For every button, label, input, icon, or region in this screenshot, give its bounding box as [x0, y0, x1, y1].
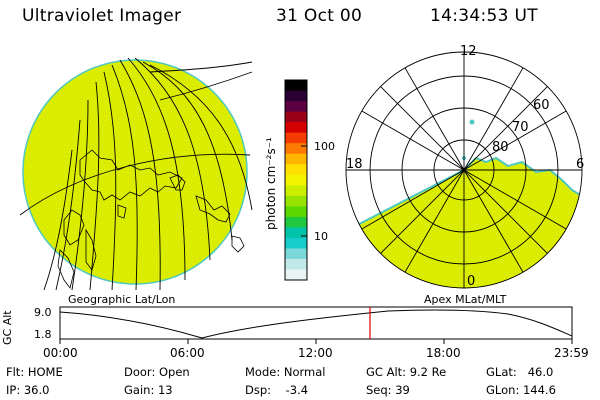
- mode-status: Mode: Normal: [245, 365, 326, 379]
- geo-grid-lines: [19, 57, 253, 290]
- colorbar-segment: [285, 80, 307, 92]
- mlat-label-70: 70: [512, 120, 529, 135]
- colorbar-segment: [285, 216, 307, 228]
- auroral-spot: [469, 119, 475, 125]
- geographic-latitude-status: GLat: 46.0: [486, 365, 554, 379]
- colorbar-segment: [285, 101, 307, 113]
- colorbar-segment: [285, 153, 307, 165]
- colorbar-tick-label-100: 100: [314, 140, 335, 153]
- geographic-map: [19, 57, 253, 290]
- colorbar-tick-label-10: 10: [314, 230, 328, 243]
- altitude-plot: [59, 306, 573, 344]
- colorbar-segment: [285, 132, 307, 144]
- colorbar-unit-label: photon cm⁻²s⁻¹: [264, 137, 278, 230]
- apex-polar-plot: [345, 51, 583, 289]
- gc-altitude-status: GC Alt: 9.2 Re: [366, 365, 447, 379]
- colorbar-segment: [285, 227, 307, 239]
- xtick-0000: 00:00: [43, 346, 78, 360]
- gain-status: Gain: 13: [124, 383, 173, 397]
- apex-projection-label: Apex MLat/MLT: [424, 293, 507, 306]
- colorbar-segment: [285, 269, 307, 281]
- xtick-0600: 06:00: [170, 346, 205, 360]
- geographic-longitude-status: GLon: 144.6: [486, 383, 556, 397]
- colorbar-segment: [285, 164, 307, 176]
- altitude-curve: [59, 309, 573, 339]
- polar-grid: [345, 51, 583, 289]
- colorbar-segment: [285, 111, 307, 123]
- sequence-status: Seq: 39: [366, 383, 410, 397]
- ip-status: IP: 36.0: [6, 383, 50, 397]
- mlt-label-12: 12: [460, 44, 477, 59]
- colorbar-segments: [285, 80, 307, 281]
- geographic-projection-label: Geographic Lat/Lon: [68, 293, 176, 306]
- mlt-label-18: 18: [346, 157, 363, 172]
- date-label: 31 Oct 00: [276, 6, 363, 26]
- colorbar-segment: [285, 237, 307, 249]
- xtick-2359: 23:59: [554, 346, 589, 360]
- colorbar-segment: [285, 143, 307, 155]
- mlat-label-80: 80: [492, 140, 509, 155]
- altitude-axis-label: GC Alt: [1, 310, 14, 345]
- coastline-outlines: [57, 149, 245, 289]
- xtick-1200: 12:00: [298, 346, 333, 360]
- altitude-ytick-top: 9.0: [34, 306, 52, 319]
- flight-status: Flt: HOME: [6, 365, 63, 379]
- door-status: Door: Open: [124, 365, 190, 379]
- colorbar-segment: [285, 258, 307, 270]
- colorbar-segment: [285, 206, 307, 218]
- altitude-plot-frame: [59, 306, 573, 340]
- colorbar-segment: [285, 174, 307, 186]
- mlat-label-60: 60: [533, 98, 550, 113]
- time-label: 14:34:53 UT: [430, 6, 538, 26]
- colorbar-frame: [284, 79, 308, 281]
- altitude-xticks: [59, 339, 573, 344]
- colorbar: [284, 79, 308, 281]
- colorbar-segment: [285, 90, 307, 102]
- xtick-1800: 18:00: [426, 346, 461, 360]
- colorbar-segment: [285, 122, 307, 134]
- colorbar-segment: [285, 185, 307, 197]
- altitude-ytick-bottom: 1.8: [34, 328, 52, 341]
- mlt-label-6: 6: [576, 157, 585, 172]
- colorbar-segment: [285, 195, 307, 207]
- mlt-label-0: 0: [467, 274, 476, 289]
- colorbar-segment: [285, 248, 307, 260]
- dsp-status: Dsp: -3.4: [245, 383, 309, 397]
- instrument-title: Ultraviolet Imager: [22, 6, 182, 26]
